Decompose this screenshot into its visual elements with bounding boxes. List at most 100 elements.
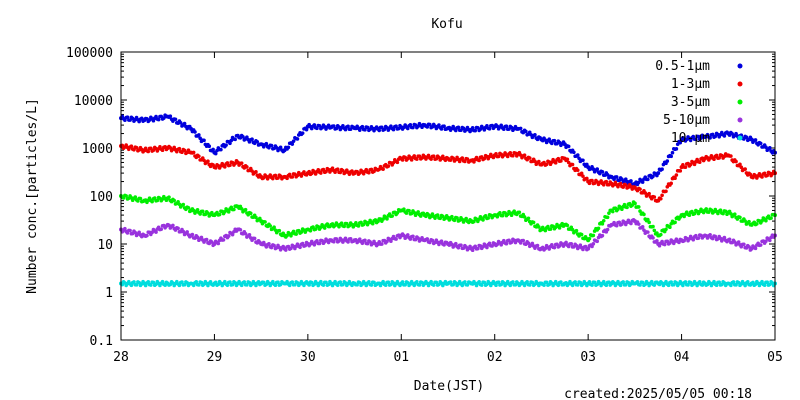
data-point: [269, 143, 274, 148]
data-point: [277, 228, 282, 233]
data-point: [490, 244, 494, 248]
data-point: [525, 280, 529, 284]
data-point: [717, 156, 722, 160]
data-point: [125, 115, 130, 119]
data-point: [225, 283, 230, 288]
data-point: [335, 167, 340, 171]
data-point: [298, 245, 302, 250]
data-point: [683, 280, 688, 284]
data-point: [407, 208, 411, 213]
data-point: [564, 240, 568, 245]
data-point: [273, 283, 278, 288]
data-point: [459, 128, 463, 133]
data-point: [239, 207, 244, 211]
data-point: [185, 230, 189, 234]
data-point: [400, 280, 405, 284]
data-point: [365, 125, 370, 130]
data-point: [652, 283, 657, 287]
data-point: [434, 157, 439, 161]
data-point: [123, 226, 127, 231]
data-point: [172, 198, 177, 203]
data-point: [456, 125, 461, 130]
data-point: [592, 280, 597, 285]
data-point: [359, 220, 363, 225]
data-point: [285, 176, 289, 181]
data-point: [211, 147, 215, 152]
data-point: [722, 134, 727, 138]
data-point: [570, 162, 575, 167]
legend-label: 5-10μm: [663, 113, 710, 128]
data-point: [708, 136, 712, 140]
data-point: [151, 148, 156, 153]
y-tick-label: 1000: [82, 142, 113, 157]
data-point: [671, 282, 676, 287]
data-point: [129, 144, 134, 148]
data-point: [430, 238, 435, 243]
data-point: [745, 280, 750, 284]
data-point: [651, 236, 655, 240]
data-point: [494, 283, 498, 288]
data-point: [507, 127, 511, 131]
data-point: [526, 241, 531, 245]
data-point: [321, 167, 326, 172]
data-point: [768, 238, 772, 243]
data-point: [614, 223, 619, 228]
data-point: [544, 162, 549, 167]
data-point: [348, 236, 353, 241]
data-point: [199, 235, 204, 240]
data-point: [312, 123, 317, 127]
data-point: [415, 280, 419, 284]
data-point: [751, 175, 755, 180]
data-point: [439, 239, 444, 243]
data-point: [181, 202, 186, 207]
data-point: [697, 279, 702, 284]
data-point: [133, 195, 138, 199]
data-point: [669, 280, 673, 284]
data-point: [226, 234, 231, 238]
data-point: [642, 212, 646, 217]
legend-marker: [737, 81, 743, 87]
data-point: [173, 117, 178, 122]
data-point: [638, 283, 642, 287]
data-point: [636, 222, 641, 226]
data-point: [438, 216, 443, 221]
data-point: [417, 283, 422, 287]
data-point: [668, 225, 672, 230]
data-point: [753, 138, 758, 142]
data-point: [600, 169, 605, 174]
data-point: [565, 157, 570, 162]
data-point: [729, 283, 733, 288]
data-point: [632, 201, 637, 206]
x-tick-label: 03: [580, 350, 596, 365]
data-point: [367, 170, 371, 175]
data-point: [194, 280, 199, 284]
data-point: [204, 237, 209, 242]
legend-marker: [737, 117, 743, 123]
data-point: [202, 158, 206, 163]
data-point: [731, 280, 736, 284]
data-point: [321, 283, 326, 287]
data-point: [547, 137, 552, 142]
data-point: [155, 198, 160, 203]
data-point: [315, 126, 319, 131]
series-3-points: [119, 217, 777, 253]
data-point: [348, 127, 353, 131]
data-point: [710, 132, 715, 137]
data-point: [369, 167, 374, 172]
data-point: [470, 248, 475, 253]
data-point: [694, 137, 698, 142]
data-point: [207, 144, 212, 149]
data-point: [656, 171, 661, 176]
data-point: [465, 283, 470, 287]
data-point: [293, 282, 297, 287]
data-point: [411, 125, 415, 130]
data-point: [552, 138, 557, 143]
data-point: [355, 283, 359, 287]
data-point: [363, 128, 367, 132]
data-point: [464, 216, 468, 221]
data-point: [291, 139, 296, 143]
data-point: [394, 124, 398, 128]
data-point: [537, 225, 541, 229]
data-point: [146, 280, 151, 284]
data-point: [176, 226, 180, 231]
